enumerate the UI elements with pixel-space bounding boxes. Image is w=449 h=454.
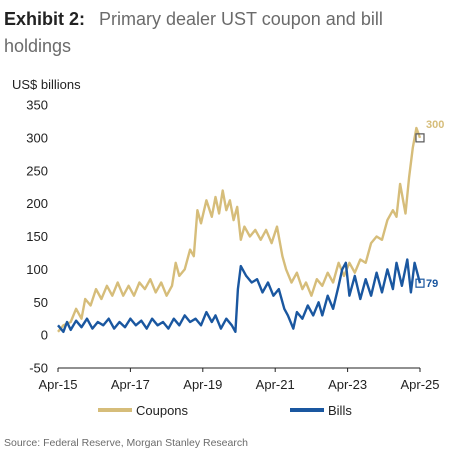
- line-chart: US$ billions -50 0 50 100 150 200 250 300 350 Ap…: [12, 77, 444, 418]
- legend-label-coupons: Coupons: [136, 403, 189, 418]
- legend-label-bills: Bills: [328, 403, 352, 418]
- end-marker-bills: [415, 278, 425, 288]
- x-tick-label: Apr-19: [183, 377, 222, 392]
- y-tick-label: 250: [26, 163, 48, 178]
- y-tick-label: 200: [26, 196, 48, 211]
- legend: Coupons Bills: [98, 403, 352, 418]
- title-text: Primary dealer UST coupon and bill holdi…: [4, 9, 383, 56]
- chart-series: [57, 126, 422, 333]
- y-tick-label: 100: [26, 262, 48, 277]
- series-line-coupons: [57, 126, 422, 333]
- exhibit-label: Exhibit 2:: [4, 9, 86, 29]
- y-tick-label: 0: [41, 328, 48, 343]
- x-tick-label: Apr-25: [400, 377, 439, 392]
- y-axis-unit-label: US$ billions: [12, 77, 81, 92]
- source-note: Source: Federal Reserve, Morgan Stanley …: [4, 437, 248, 449]
- x-tick-label: Apr-21: [256, 377, 295, 392]
- y-tick-label: 300: [26, 130, 48, 145]
- end-labels: 300 79: [415, 119, 444, 290]
- y-tick-label: 50: [34, 295, 48, 310]
- end-marker-coupons: [415, 133, 425, 143]
- y-tick-label: -50: [29, 361, 48, 376]
- series-line-bills: [57, 258, 422, 333]
- end-label-coupons: 300: [426, 119, 444, 131]
- y-tick-label: 150: [26, 229, 48, 244]
- x-tick-label: Apr-23: [328, 377, 367, 392]
- x-tick-label: Apr-15: [38, 377, 77, 392]
- x-tick-label: Apr-17: [111, 377, 150, 392]
- y-axis-ticks: -50 0 50 100 150 200 250 300 350: [26, 98, 48, 376]
- chart-title: Exhibit 2: Primary dealer UST coupon and …: [4, 6, 444, 60]
- x-axis: Apr-15 Apr-17 Apr-19 Apr-21 Apr-23 Apr-25: [38, 367, 440, 392]
- y-tick-label: 350: [26, 98, 48, 113]
- end-label-bills: 79: [426, 278, 438, 290]
